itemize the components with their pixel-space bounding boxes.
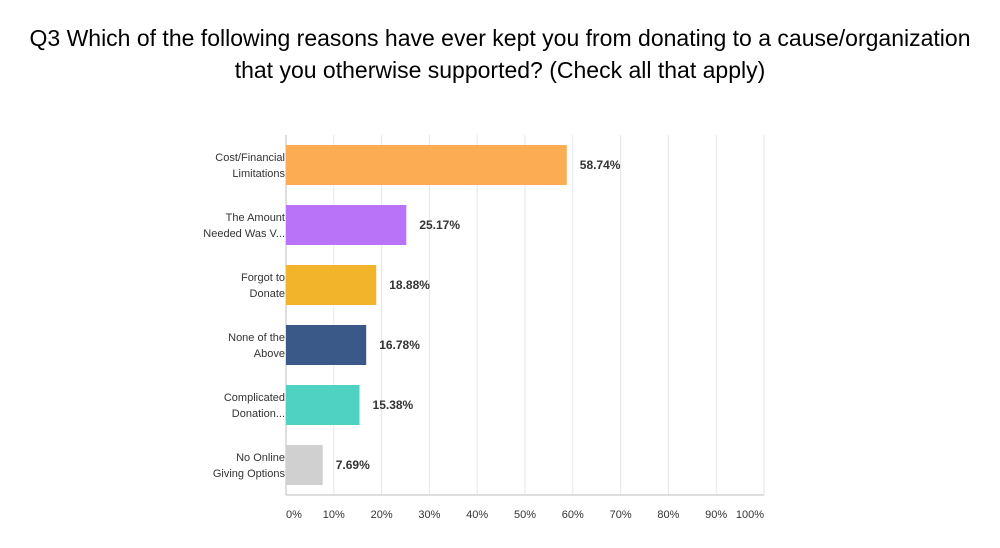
category-label: Needed Was V... [203,228,285,240]
x-tick-label: 90% [705,509,727,521]
data-label: 58.74% [580,158,621,172]
x-tick-label: 0% [286,509,302,521]
category-label: Complicated [224,392,285,404]
data-label: 18.88% [389,278,430,292]
data-label: 15.38% [373,398,414,412]
x-tick-label: 20% [371,509,393,521]
category-label: Limitations [232,168,285,180]
category-label: None of the [228,332,285,344]
category-label: Above [254,348,285,360]
x-tick-label: 60% [562,509,584,521]
category-label: Donation... [232,408,285,420]
data-label: 7.69% [336,458,370,472]
x-tick-label: 10% [323,509,345,521]
x-tick-label: 70% [610,509,632,521]
chart-title-line-2: that you otherwise supported? (Check all… [234,57,766,83]
bar [286,445,323,485]
category-label: Donate [250,288,285,300]
bar [286,385,360,425]
category-label: The Amount [226,212,285,224]
x-tick-label: 100% [736,509,764,521]
x-tick-label: 50% [514,509,536,521]
chart-title: Q3 Which of the following reasons have e… [0,22,1000,86]
category-label: Forgot to [241,272,285,284]
data-label: 25.17% [419,218,460,232]
x-tick-label: 30% [418,509,440,521]
category-label: No Online [236,452,285,464]
bar [286,145,567,185]
x-tick-label: 40% [466,509,488,521]
data-label: 16.78% [379,338,420,352]
x-tick-label: 80% [657,509,679,521]
chart-title-line-1: Q3 Which of the following reasons have e… [29,25,971,51]
category-label: Giving Options [213,468,286,480]
bar [286,265,377,305]
bar [286,325,367,365]
bar [286,205,407,245]
category-label: Cost/Financial [215,152,285,164]
